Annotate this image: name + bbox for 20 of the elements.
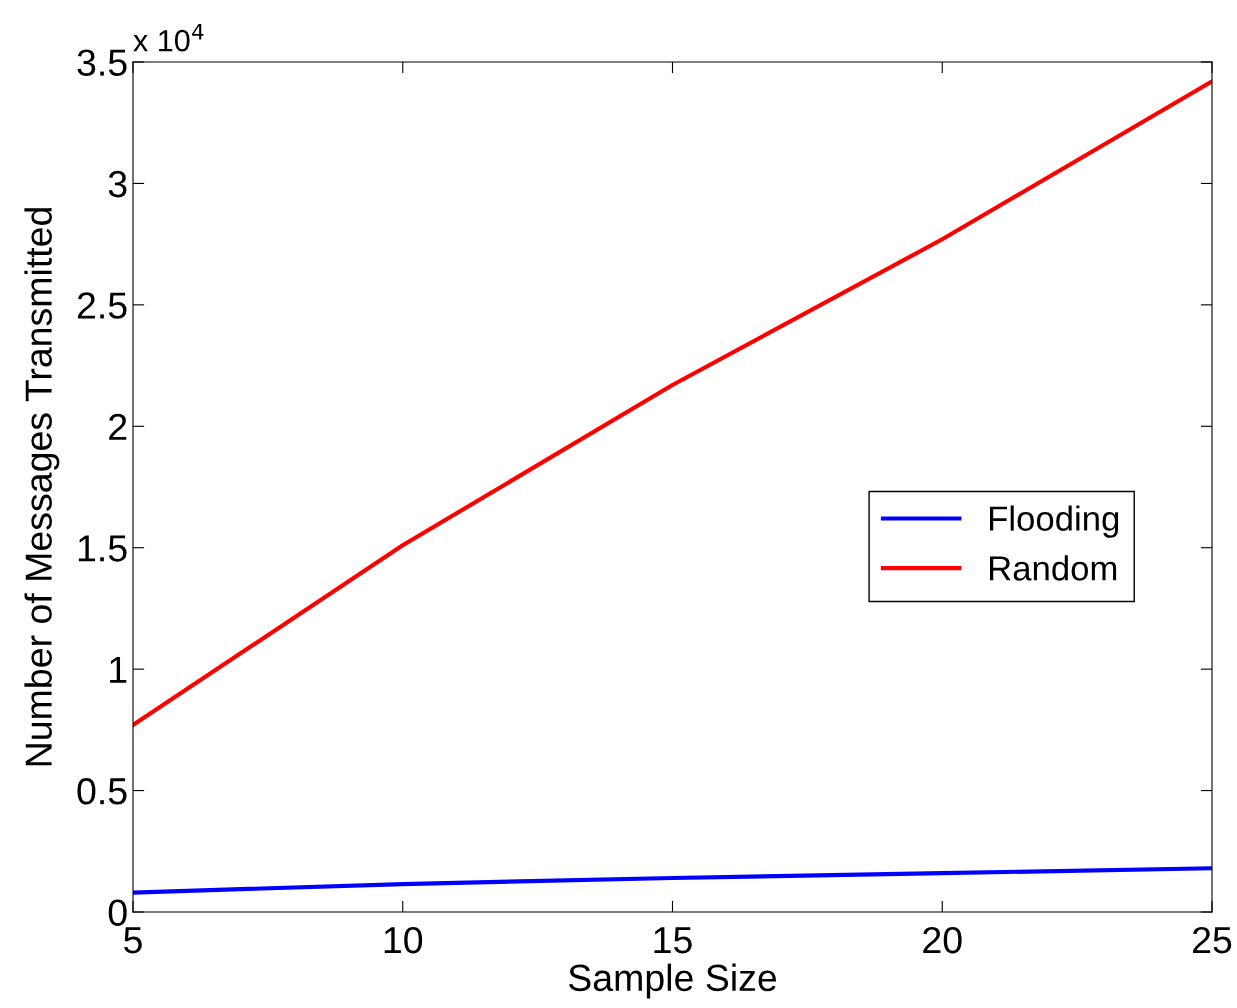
x-tick-label: 5: [124, 927, 142, 954]
y-tick-label: 1: [110, 656, 127, 683]
line-series: [133, 866, 1212, 895]
text: x 10$^{4}$: [133, 23, 204, 52]
x-tick-label: 10: [384, 926, 423, 954]
y-tick-label: 0: [108, 899, 127, 926]
y-tick-label: 1.5: [78, 535, 127, 562]
y-axis-title: Number of Messages Transmitted: [24, 208, 60, 766]
x-tick-label: 20: [923, 926, 962, 954]
x-tick-label: 25: [1193, 926, 1232, 954]
line-series: [133, 79, 1212, 728]
y-tick-label: 2: [109, 413, 127, 440]
legend-label: Random: [989, 555, 1117, 581]
y-tick-label: 3.5: [77, 49, 127, 76]
y-tick-label: 0.5: [77, 777, 127, 805]
y-tick-label: 2.5: [77, 292, 127, 319]
y-tick-label: 3: [108, 170, 127, 198]
x-tick-label: 15: [654, 927, 692, 954]
legend-label: Flooding: [989, 505, 1119, 538]
x-axis-title: Sample Size: [568, 963, 777, 999]
